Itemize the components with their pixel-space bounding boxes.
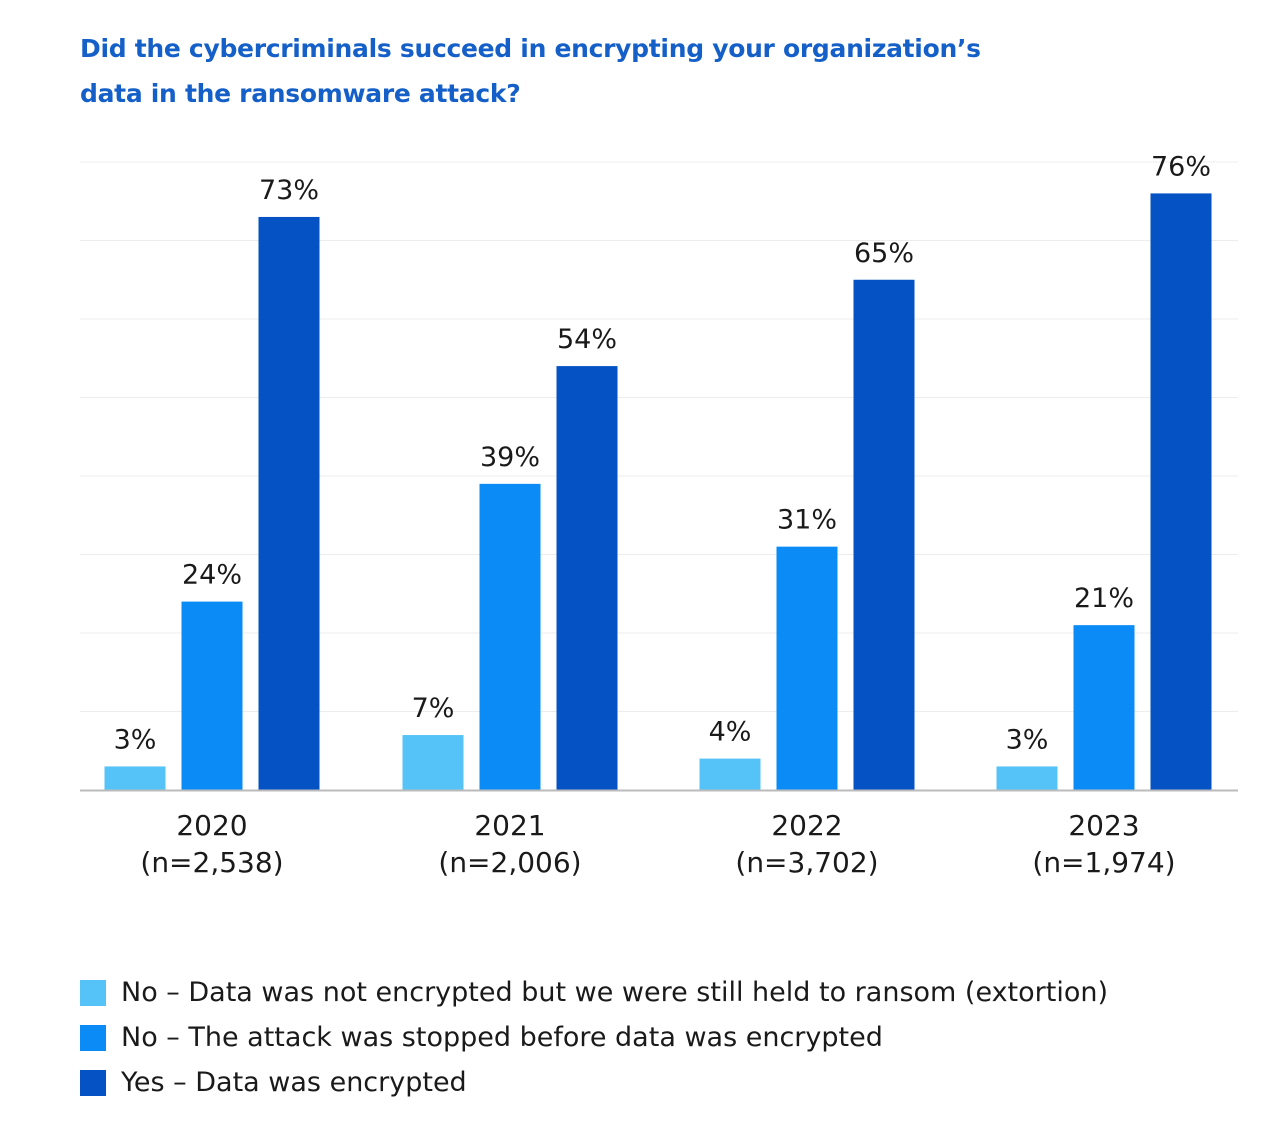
- x-tick-label: 2023: [1068, 809, 1139, 842]
- bar: [104, 766, 166, 790]
- x-tick-sublabel: (n=2,538): [140, 846, 283, 879]
- x-tick-sublabel: (n=2,006): [438, 846, 581, 879]
- chart-title: Did the cybercriminals succeed in encryp…: [80, 26, 1180, 116]
- chart-title-line-1: Did the cybercriminals succeed in encryp…: [80, 34, 981, 63]
- data-label: 39%: [480, 442, 540, 473]
- chart-legend: No – Data was not encrypted but we were …: [80, 970, 1108, 1105]
- legend-label: No – Data was not encrypted but we were …: [121, 977, 1109, 1008]
- legend-item: No – The attack was stopped before data …: [80, 1015, 1108, 1060]
- x-tick-label: 2020: [176, 809, 247, 842]
- chart-title-line-2: data in the ransomware attack?: [80, 79, 521, 108]
- legend-swatch: [80, 979, 106, 1006]
- data-label: 3%: [114, 724, 157, 755]
- x-tick-label: 2021: [474, 809, 545, 842]
- bar: [181, 601, 243, 790]
- data-label: 54%: [557, 324, 617, 355]
- bar: [1150, 193, 1212, 790]
- data-label: 31%: [777, 505, 837, 536]
- bar: [699, 758, 761, 790]
- data-label: 76%: [1151, 151, 1211, 182]
- data-label: 24%: [182, 560, 242, 591]
- legend-item: No – Data was not encrypted but we were …: [80, 970, 1108, 1015]
- x-tick-label: 2022: [771, 809, 842, 842]
- bar: [853, 279, 915, 790]
- legend-label: No – The attack was stopped before data …: [121, 1022, 883, 1053]
- data-label: 21%: [1074, 583, 1134, 614]
- bar: [1073, 625, 1135, 790]
- bar: [776, 546, 838, 790]
- bar: [996, 766, 1058, 790]
- legend-label: Yes – Data was encrypted: [121, 1067, 467, 1098]
- bar: [556, 366, 618, 790]
- data-label: 3%: [1006, 724, 1049, 755]
- legend-swatch: [80, 1024, 106, 1051]
- bar: [258, 216, 320, 790]
- x-tick-sublabel: (n=1,974): [1032, 846, 1175, 879]
- x-tick-sublabel: (n=3,702): [735, 846, 878, 879]
- bar: [402, 735, 464, 790]
- bar: [479, 483, 541, 790]
- legend-item: Yes – Data was encrypted: [80, 1060, 1108, 1105]
- data-label: 7%: [412, 693, 455, 724]
- data-label: 73%: [259, 175, 319, 206]
- data-label: 65%: [854, 238, 914, 269]
- data-label: 4%: [709, 717, 752, 748]
- legend-swatch: [80, 1069, 106, 1096]
- bar-chart: 3% 7% 4% 3% 24% 39% 31% 21% 73% 54% 65% 76% 2020 (n=2…: [80, 151, 1238, 879]
